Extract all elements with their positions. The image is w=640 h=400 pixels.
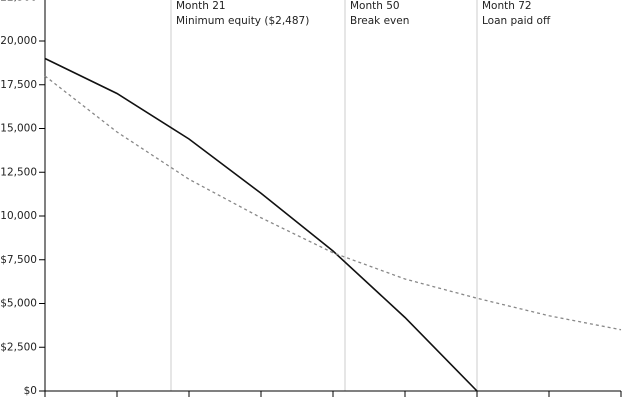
y-tick-label: $2,500 <box>0 341 37 353</box>
series-line <box>44 57 478 392</box>
annotation-text: Break even <box>350 15 409 27</box>
annotation-label: Month 50 <box>350 0 400 12</box>
y-tick-label: $7,500 <box>0 254 37 266</box>
series-line <box>44 75 622 331</box>
y-tick-label: $0 <box>24 385 37 397</box>
annotation-text: Minimum equity ($2,487) <box>176 15 309 27</box>
y-tick-label: $15,000 <box>0 123 37 135</box>
y-tick-label: $17,500 <box>0 79 37 91</box>
y-tick-label: $10,000 <box>0 210 37 222</box>
annotation-label: Month 72 <box>482 0 532 12</box>
y-tick-label: $20,000 <box>0 35 37 47</box>
annotation-label: Month 21 <box>176 0 226 12</box>
y-tick-label: $12,500 <box>0 166 37 178</box>
y-tick-label: $5,000 <box>0 298 37 310</box>
annotation-text: Loan paid off <box>482 15 551 27</box>
y-tick-label: $22,500 <box>0 0 37 3</box>
